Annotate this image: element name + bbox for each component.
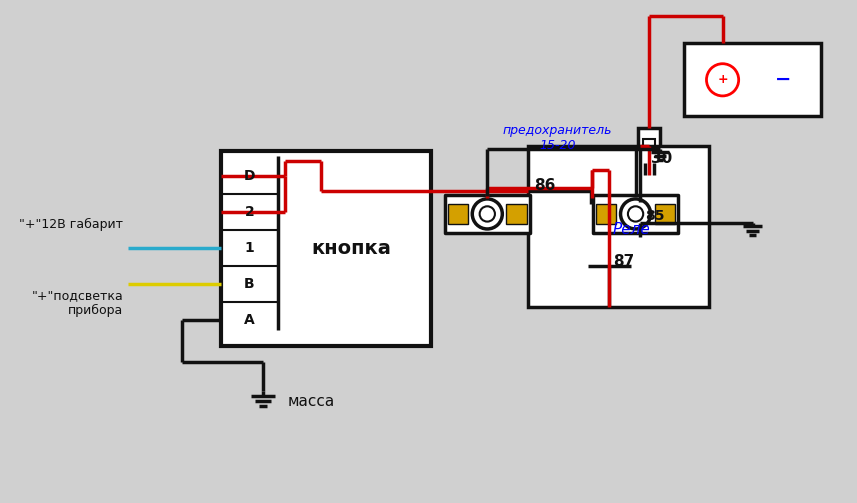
Text: 1: 1 xyxy=(244,241,255,255)
Bar xyxy=(593,195,678,233)
Text: B: B xyxy=(244,277,255,291)
Text: кнопка: кнопка xyxy=(311,238,391,258)
Text: 86: 86 xyxy=(534,179,555,193)
Bar xyxy=(506,204,527,224)
Text: Реле: Реле xyxy=(612,222,650,237)
Text: масса: масса xyxy=(287,394,334,409)
Bar xyxy=(596,204,616,224)
Text: "+"подсветка
прибора: "+"подсветка прибора xyxy=(32,289,123,317)
Text: "+"12В габарит: "+"12В габарит xyxy=(20,217,123,230)
Bar xyxy=(447,204,468,224)
Bar xyxy=(445,195,530,233)
Circle shape xyxy=(706,64,739,96)
Text: +: + xyxy=(717,73,728,87)
Bar xyxy=(644,139,655,153)
Circle shape xyxy=(628,206,644,222)
Text: A: A xyxy=(244,313,255,327)
Bar xyxy=(528,146,709,307)
Text: предохранитель
15-20: предохранитель 15-20 xyxy=(503,124,612,152)
Circle shape xyxy=(480,206,495,222)
Text: 85: 85 xyxy=(645,209,665,223)
Text: 2: 2 xyxy=(244,205,255,219)
Bar xyxy=(638,128,660,163)
Circle shape xyxy=(472,199,502,229)
Text: 87: 87 xyxy=(613,254,634,269)
Text: −: − xyxy=(775,70,791,90)
Text: 30: 30 xyxy=(651,151,672,166)
Text: D: D xyxy=(243,169,255,183)
Circle shape xyxy=(620,199,650,229)
Bar xyxy=(221,150,431,346)
Bar xyxy=(655,204,675,224)
Bar xyxy=(685,43,821,116)
